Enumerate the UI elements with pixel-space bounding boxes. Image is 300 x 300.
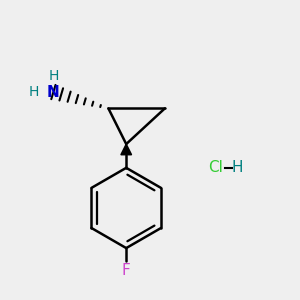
Text: F: F [122,263,130,278]
Polygon shape [121,144,132,155]
Text: H: H [232,160,243,175]
Text: H: H [48,69,59,83]
Text: Cl: Cl [208,160,223,175]
Text: N: N [47,85,60,100]
Text: H: H [29,85,39,99]
